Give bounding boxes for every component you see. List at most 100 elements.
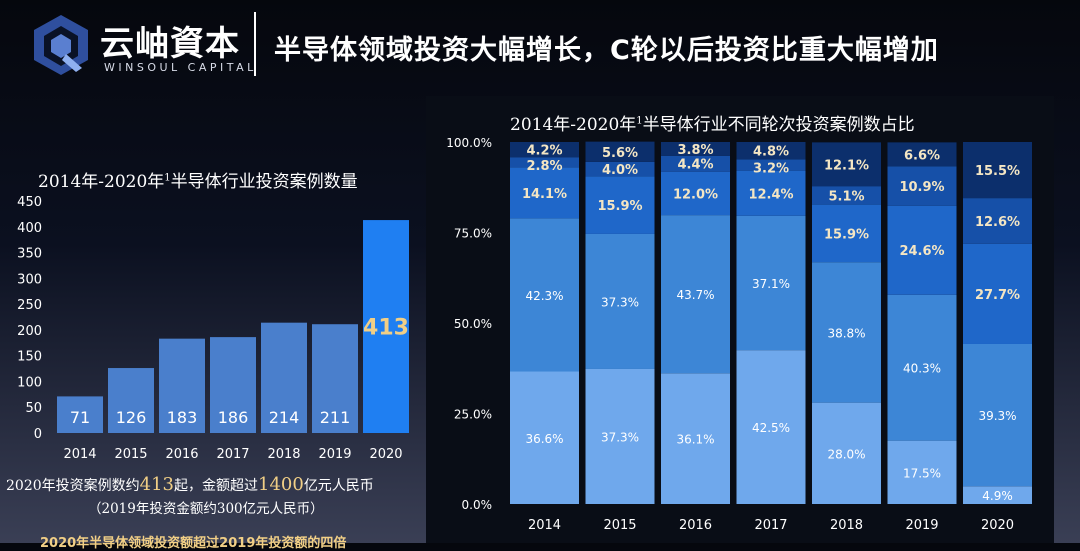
stack-segment	[887, 205, 957, 295]
stack-y-tick: 50.0%	[454, 317, 492, 331]
stack-segment	[736, 142, 806, 160]
stack-segment	[887, 166, 957, 206]
stack-segment	[510, 157, 579, 168]
bar	[159, 338, 205, 433]
stack-value-label: 24.6%	[899, 244, 944, 259]
bar-y-tick: 50	[25, 401, 42, 416]
stack-value-label: 12.0%	[673, 187, 718, 202]
stack-value-label: 12.1%	[824, 158, 869, 173]
stack-y-tick: 100.0%	[446, 136, 492, 150]
stacked-chart-title-rest: 半导体行业不同轮次投资案例数占比	[642, 115, 915, 135]
stack-segment	[585, 368, 655, 504]
stack-segment	[585, 141, 655, 162]
stack-segment	[812, 402, 881, 504]
stack-segment	[661, 155, 730, 172]
stack-value-label: 12.6%	[975, 215, 1020, 230]
stack-segment	[585, 161, 655, 177]
bar-value-label: 71	[70, 408, 90, 427]
stack-segment	[510, 167, 579, 219]
bar	[210, 337, 256, 433]
stack-x-tick: 2017	[754, 518, 787, 533]
stack-segment	[736, 159, 806, 171]
stack-value-label: 37.3%	[601, 295, 639, 309]
stack-segment	[887, 294, 957, 441]
bar-x-tick: 2018	[267, 447, 300, 462]
bar-y-tick: 250	[17, 298, 42, 313]
header: 云岫資本 WINSOUL CAPITAL 半导体领域投资大幅增长，C轮以后投资比…	[0, 0, 1080, 95]
stacked-chart-title-text: 2014年-2020年	[510, 115, 637, 135]
bar	[108, 368, 154, 433]
note-count: 413	[139, 474, 174, 495]
bar-y-tick: 0	[34, 427, 42, 442]
stack-segment	[585, 233, 655, 369]
bar-y-tick: 450	[17, 195, 42, 210]
stack-segment	[736, 170, 806, 216]
stack-value-label: 3.2%	[753, 161, 789, 176]
bar-y-tick: 350	[17, 247, 42, 262]
note-amount: 1400	[258, 474, 304, 495]
stack-segment	[812, 262, 881, 403]
page-title: 半导体领域投资大幅增长，C轮以后投资比重大幅增加	[274, 35, 939, 66]
stack-segment	[812, 142, 881, 187]
stack-value-label: 17.5%	[903, 466, 941, 480]
stack-segment	[585, 176, 655, 234]
bar-chart-title-text: 2014年-2020年	[38, 172, 165, 192]
investment-note-2019: （2019年投资金额约300亿元人民币）	[88, 501, 324, 517]
brand-name-en: WINSOUL CAPITAL	[104, 61, 257, 74]
bar-chart: 0 50 100 150 200 250 300 350 400 450 71 2014 126 2015…	[17, 195, 409, 462]
stack-value-label: 40.3%	[903, 362, 941, 376]
stack-value-label: 39.3%	[978, 409, 1016, 423]
bar-chart-title-footnote: 1	[164, 172, 171, 184]
stack-x-tick: 2016	[679, 518, 712, 533]
stack-value-label: 5.1%	[828, 189, 864, 204]
stack-value-label: 14.1%	[522, 187, 567, 202]
stack-value-label: 42.3%	[525, 289, 563, 303]
bar-y-tick: 400	[17, 221, 42, 236]
bar-y-tick: 100	[17, 375, 42, 390]
stack-segment	[963, 343, 1032, 487]
stack-segment	[510, 371, 579, 504]
stacked-chart-title-footnote: 1	[636, 115, 643, 127]
bar-chart-title: 2014年-2020年1半导体行业投资案例数量	[38, 167, 358, 192]
stack-value-label: 4.4%	[677, 158, 713, 173]
stack-segment	[510, 218, 579, 372]
stack-segment	[736, 350, 806, 504]
bar-value-label: 183	[167, 408, 198, 427]
stack-value-label: 10.9%	[899, 180, 944, 195]
bar	[57, 396, 103, 433]
bar-value-label: 126	[116, 408, 147, 427]
bar-x-tick: 2016	[165, 447, 198, 462]
stack-segment	[963, 243, 1032, 344]
stack-value-label: 43.7%	[676, 288, 714, 302]
bar-x-tick: 2019	[318, 447, 351, 462]
header-divider	[254, 12, 256, 76]
stack-x-tick: 2015	[603, 518, 636, 533]
bar-x-tick: 2020	[369, 447, 402, 462]
stack-value-label: 2.8%	[526, 159, 562, 174]
stack-value-label: 15.9%	[824, 227, 869, 242]
bar	[261, 322, 307, 433]
stack-value-label: 3.8%	[677, 143, 713, 158]
bar-y-tick: 200	[17, 324, 42, 339]
stack-value-label: 15.9%	[597, 199, 642, 214]
stack-value-label: 37.3%	[601, 430, 639, 444]
bar	[312, 324, 358, 433]
stack-value-label: 37.1%	[752, 277, 790, 291]
stacked-chart-title: 2014年-2020年1半导体行业不同轮次投资案例数占比	[510, 110, 915, 135]
bar-value-label: 214	[269, 408, 300, 427]
stack-x-tick: 2019	[905, 518, 938, 533]
stack-value-label: 28.0%	[827, 447, 865, 461]
brand-name-cn: 云岫資本	[100, 24, 240, 64]
bar-value-label: 186	[218, 408, 249, 427]
stack-segment	[510, 142, 579, 158]
stack-segment	[963, 198, 1032, 244]
stack-value-label: 15.5%	[975, 164, 1020, 179]
stacked-chart: 0.0% 25.0% 50.0% 75.0% 100.0% 36.6% 42.3% 14.1%…	[446, 136, 1032, 533]
stack-value-label: 4.9%	[982, 489, 1013, 503]
bar	[363, 220, 409, 433]
stack-value-label: 4.8%	[753, 145, 789, 160]
stack-segment	[661, 142, 730, 156]
stack-value-label: 6.6%	[904, 148, 940, 163]
stack-segment	[887, 440, 957, 504]
bar-x-tick: 2014	[63, 447, 96, 462]
